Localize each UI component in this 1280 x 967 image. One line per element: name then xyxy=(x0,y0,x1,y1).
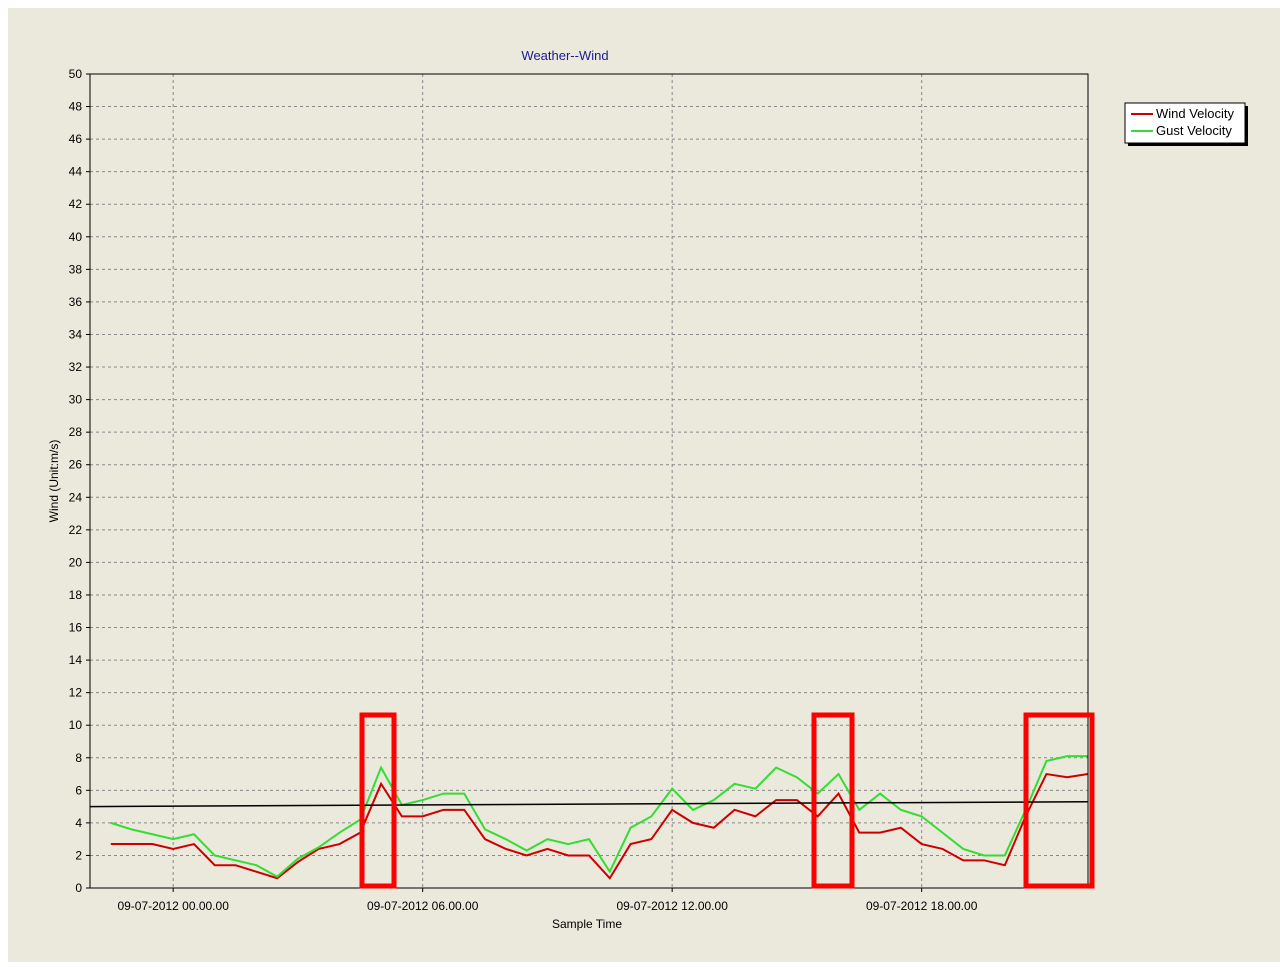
y-axis-label: Wind (Unit:m/s) xyxy=(47,440,61,523)
y-tick-label: 28 xyxy=(69,425,83,439)
y-tick-label: 38 xyxy=(69,262,83,276)
chart-title: Weather--Wind xyxy=(521,48,608,63)
y-tick-label: 8 xyxy=(75,751,82,765)
highlights xyxy=(359,712,1095,889)
x-tick-label: 09-07-2012 00.00.00 xyxy=(117,899,229,913)
y-tick-label: 14 xyxy=(69,653,83,667)
highlight-box xyxy=(359,712,397,889)
y-tick-label: 2 xyxy=(75,848,82,862)
y-tick-label: 18 xyxy=(69,588,83,602)
y-tick-label: 0 xyxy=(75,881,82,895)
y-tick-label: 20 xyxy=(69,555,83,569)
x-tick-label: 09-07-2012 18.00.00 xyxy=(866,899,978,913)
legend-label: Gust Velocity xyxy=(1156,123,1232,138)
y-tick-label: 36 xyxy=(69,295,83,309)
highlight-box xyxy=(1023,712,1095,889)
y-tick-label: 46 xyxy=(69,132,83,146)
y-tick-label: 24 xyxy=(69,490,83,504)
y-tick-label: 30 xyxy=(69,393,83,407)
legend: Wind Velocity Gust Velocity xyxy=(1124,102,1248,146)
y-tick-label: 48 xyxy=(69,100,83,114)
highlight-box xyxy=(811,712,855,889)
y-tick-label: 40 xyxy=(69,230,83,244)
y-tick-label: 32 xyxy=(69,360,83,374)
y-tick-label: 44 xyxy=(69,165,83,179)
legend-box xyxy=(1124,102,1246,144)
reference-line xyxy=(89,800,1089,808)
y-tick-label: 6 xyxy=(75,783,82,797)
y-tick-label: 22 xyxy=(69,523,83,537)
y-tick-label: 42 xyxy=(69,197,83,211)
x-tick-label: 09-07-2012 06.00.00 xyxy=(367,899,479,913)
y-tick-label: 26 xyxy=(69,458,83,472)
plot xyxy=(89,755,1089,880)
series-line xyxy=(110,755,1088,878)
plot-frame xyxy=(89,73,1089,889)
x-axis-label: Sample Time xyxy=(552,917,622,931)
x-tick-label: 09-07-2012 12.00.00 xyxy=(616,899,728,913)
y-tick-label: 50 xyxy=(69,67,83,81)
y-tick-label: 12 xyxy=(69,686,83,700)
series-line xyxy=(110,772,1089,880)
y-tick-label: 34 xyxy=(69,327,83,341)
y-tick-label: 16 xyxy=(69,621,83,635)
background xyxy=(8,8,1280,962)
y-tick-label: 4 xyxy=(75,816,82,830)
legend-label: Wind Velocity xyxy=(1156,106,1235,121)
y-tick-label: 10 xyxy=(69,718,83,732)
